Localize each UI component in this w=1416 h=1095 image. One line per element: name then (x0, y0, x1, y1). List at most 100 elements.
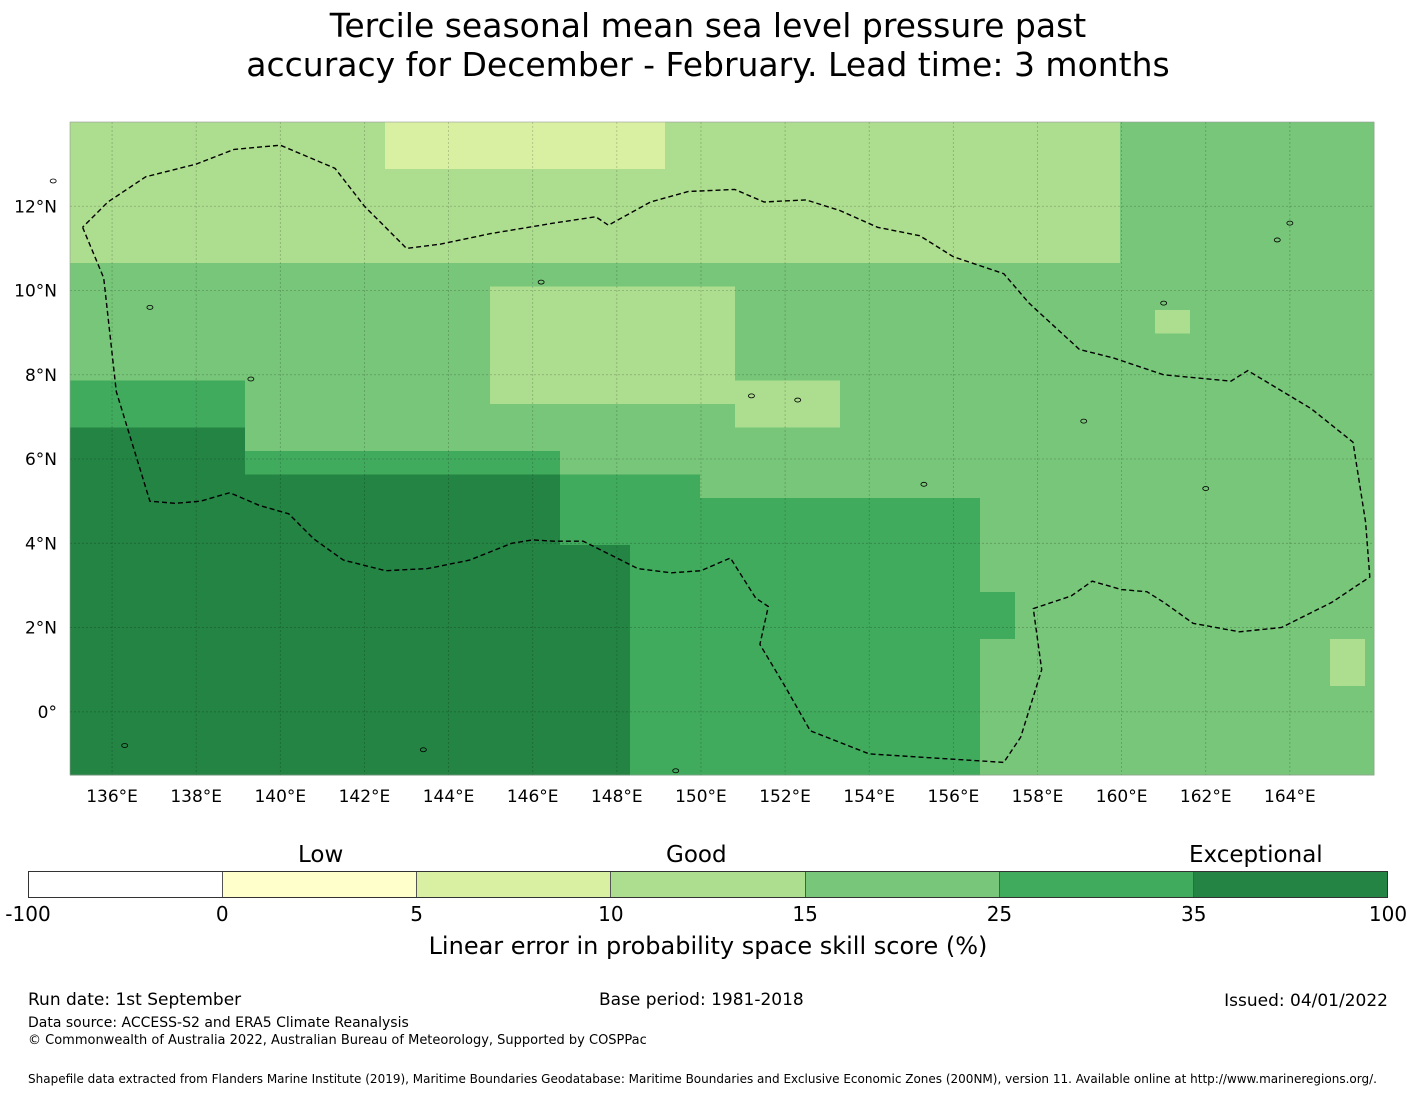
grid-cell (910, 615, 946, 640)
grid-cell (210, 380, 246, 405)
grid-cell (1260, 380, 1296, 405)
grid-cell (1015, 521, 1051, 546)
grid-cell (1085, 686, 1121, 710)
title-line-1: Tercile seasonal mean sea level pressure… (329, 6, 1087, 45)
grid-cell (70, 310, 106, 334)
grid-cell (490, 427, 526, 452)
grid-cell (665, 639, 701, 663)
grid-cell (245, 733, 281, 757)
grid-cell (700, 592, 736, 616)
grid-cell (735, 615, 771, 640)
grid-cell (1190, 263, 1226, 287)
grid-cell (1085, 239, 1121, 264)
grid-cell (840, 357, 876, 381)
grid-cell (1015, 333, 1051, 358)
grid-cell (1330, 615, 1366, 640)
grid-cell (140, 545, 176, 569)
grid-cell (980, 686, 1016, 710)
grid-cell (1260, 216, 1296, 240)
grid-cell (1190, 192, 1226, 217)
data-source: Data source: ACCESS-S2 and ERA5 Climate … (28, 1015, 409, 1031)
grid-cell (490, 145, 526, 170)
grid-cell (280, 686, 316, 710)
grid-cell (630, 615, 666, 640)
grid-cell (315, 756, 351, 776)
grid-cell (945, 427, 981, 452)
grid-cell (1365, 733, 1375, 757)
grid-cell (665, 310, 701, 334)
grid-cell (315, 521, 351, 546)
grid-cell (210, 662, 246, 687)
grid-cell (140, 427, 176, 452)
grid-cell (245, 216, 281, 240)
grid-cell (245, 239, 281, 264)
grid-cell (1155, 404, 1191, 428)
grid-cell (700, 639, 736, 663)
grid-cell (700, 263, 736, 287)
grid-cell (140, 333, 176, 358)
grid-cell (1155, 521, 1191, 546)
grid-cell (1190, 686, 1226, 710)
island-outline (146, 304, 154, 310)
y-tick-label: 0° (38, 703, 57, 723)
grid-cell (700, 662, 736, 687)
grid-cell (665, 615, 701, 640)
grid-cell (875, 333, 911, 358)
grid-cell (175, 192, 211, 217)
grid-cell (315, 357, 351, 381)
grid-cell (630, 310, 666, 334)
grid-cell (1120, 451, 1156, 475)
grid-cell (1050, 239, 1086, 264)
grid-cell (490, 662, 526, 687)
grid-cell (875, 122, 911, 146)
grid-cell (840, 756, 876, 776)
grid-cell (630, 145, 666, 170)
grid-cell (1155, 310, 1191, 334)
grid-cell (280, 498, 316, 522)
grid-cell (980, 169, 1016, 193)
colorbar (28, 871, 1388, 898)
grid-cell (910, 592, 946, 616)
grid-cell (735, 498, 771, 522)
grid-cell (105, 545, 141, 569)
grid-cell (770, 615, 806, 640)
grid-cell (490, 239, 526, 264)
grid-cell (210, 263, 246, 287)
grid-cell (875, 568, 911, 593)
grid-cell (595, 615, 631, 640)
grid-cell (420, 169, 456, 193)
grid-cell (245, 427, 281, 452)
grid-cell (805, 545, 841, 569)
grid-cell (70, 592, 106, 616)
grid-cell (1365, 169, 1375, 193)
grid-cell (1295, 192, 1331, 217)
grid-cell (210, 239, 246, 264)
grid-cell (245, 145, 281, 170)
grid-cell (1085, 568, 1121, 593)
grid-cell (735, 216, 771, 240)
grid-cell (140, 639, 176, 663)
grid-cell (490, 686, 526, 710)
grid-cell (980, 286, 1016, 311)
grid-cell (1120, 263, 1156, 287)
grid-cell (805, 521, 841, 546)
grid-cell (280, 263, 316, 287)
grid-cell (1120, 639, 1156, 663)
grid-cell (455, 639, 491, 663)
x-tick-label: 140°E (254, 787, 306, 807)
grid-cell (175, 545, 211, 569)
grid-cell (420, 686, 456, 710)
grid-cell (840, 122, 876, 146)
grid-cell (1050, 216, 1086, 240)
grid-cell (1365, 451, 1375, 475)
grid-cell (1120, 310, 1156, 334)
grid-cell (315, 568, 351, 593)
grid-cell (350, 592, 386, 616)
grid-cell (245, 169, 281, 193)
grid-cell (525, 639, 561, 663)
grid-cell (980, 615, 1016, 640)
grid-cell (1260, 122, 1296, 146)
grid-cell (1295, 756, 1331, 776)
grid-cell (630, 122, 666, 146)
grid-cell (630, 357, 666, 381)
